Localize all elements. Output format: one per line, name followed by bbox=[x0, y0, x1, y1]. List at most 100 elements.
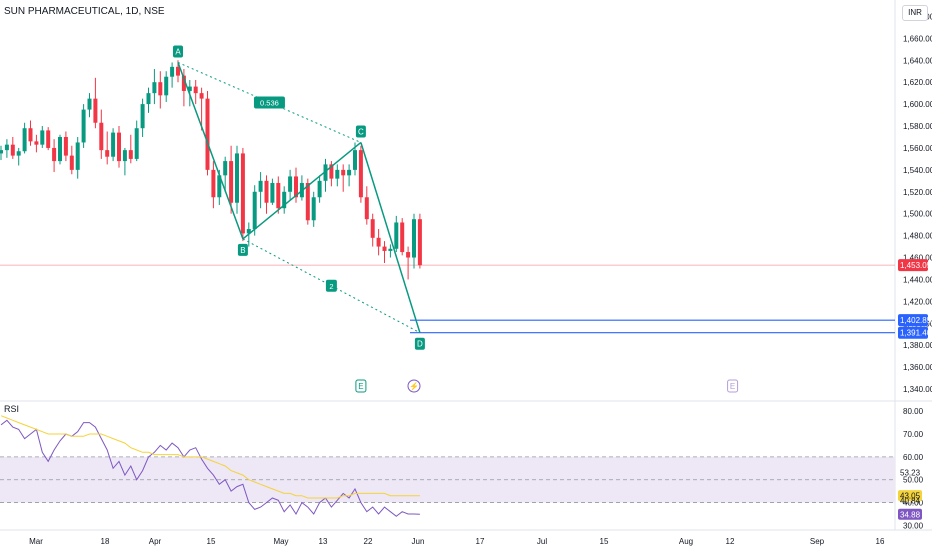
candle-body bbox=[93, 98, 98, 123]
candle-body bbox=[335, 169, 340, 179]
candle-body bbox=[382, 246, 387, 251]
rsi-tick-label: 80.00 bbox=[903, 407, 924, 416]
candle-body bbox=[140, 104, 145, 129]
time-tick-label: 15 bbox=[600, 537, 609, 546]
pattern-ratio-box bbox=[253, 96, 285, 109]
candle-body bbox=[311, 197, 316, 221]
candle-body bbox=[229, 161, 234, 203]
price-tick-label: 1,540.00 bbox=[903, 166, 932, 175]
candle-body bbox=[34, 141, 39, 145]
price-tick-label: 1,520.00 bbox=[903, 188, 932, 197]
price-tick-label: 1,420.00 bbox=[903, 297, 932, 306]
candle-body bbox=[158, 82, 163, 96]
pattern-point-box bbox=[237, 243, 248, 256]
candle-body bbox=[52, 147, 57, 162]
candle-body bbox=[217, 175, 222, 198]
event-marker-label: E bbox=[730, 382, 735, 391]
symbol-title: SUN PHARMACEUTICAL, 1D, NSE bbox=[4, 6, 165, 17]
rsi-tick-label: 40.00 bbox=[903, 499, 924, 508]
candle-body bbox=[364, 197, 369, 220]
rsi-tick-label: 30.00 bbox=[903, 521, 924, 530]
time-tick-label: 22 bbox=[364, 537, 373, 546]
candle-body bbox=[75, 142, 80, 170]
candle-body bbox=[294, 176, 298, 198]
price-tick-label: 1,620.00 bbox=[903, 78, 932, 87]
price-tick-label: 1,340.00 bbox=[903, 385, 932, 394]
price-label-box bbox=[898, 259, 928, 272]
candle-body bbox=[16, 151, 21, 156]
candle-body bbox=[0, 150, 3, 154]
pattern-point-label: D bbox=[417, 340, 423, 349]
candle-body bbox=[223, 161, 228, 176]
candle-body bbox=[63, 136, 68, 156]
price-tick-label: 1,380.00 bbox=[903, 341, 932, 350]
candle-body bbox=[323, 164, 328, 181]
candle-body bbox=[187, 86, 192, 91]
price-tick-label: 1,480.00 bbox=[903, 232, 932, 241]
candle-body bbox=[4, 144, 9, 151]
price-label: 1,402.85 bbox=[900, 316, 932, 325]
price-label-box bbox=[898, 314, 928, 327]
time-tick-label: 15 bbox=[207, 537, 216, 546]
candle-body bbox=[22, 128, 27, 152]
candle-body bbox=[276, 183, 281, 209]
time-tick-label: 13 bbox=[319, 537, 328, 546]
earnings-event-icon bbox=[355, 379, 367, 393]
rsi-value-box bbox=[898, 508, 922, 520]
price-tick-label: 1,660.00 bbox=[903, 34, 932, 43]
candle-body bbox=[181, 75, 186, 91]
currency-button[interactable]: INR bbox=[902, 5, 928, 21]
price-tick-label: 1,360.00 bbox=[903, 363, 932, 372]
earnings-event-icon bbox=[727, 379, 739, 393]
candle-body bbox=[117, 132, 121, 162]
time-tick-label: Sep bbox=[810, 537, 825, 546]
pattern-point-label: B bbox=[240, 246, 245, 255]
time-tick-label: May bbox=[273, 537, 288, 546]
pattern-leg bbox=[360, 142, 421, 333]
time-tick-label: Mar bbox=[29, 537, 43, 546]
pattern-ratio-box bbox=[325, 279, 337, 292]
candle-body bbox=[122, 150, 127, 162]
candle-body bbox=[329, 164, 334, 179]
candle-body bbox=[235, 153, 239, 203]
candle-body bbox=[46, 130, 51, 148]
candle-body bbox=[40, 130, 45, 145]
candle-body bbox=[252, 191, 257, 230]
time-tick-label: 12 bbox=[726, 537, 735, 546]
pattern-point-label: A bbox=[175, 47, 181, 56]
rsi-value-label: 40.84 bbox=[900, 497, 921, 506]
candle-body bbox=[205, 98, 210, 170]
price-tick-label: 1,460.00 bbox=[903, 254, 932, 263]
rsi-value-label: 43.05 bbox=[900, 492, 921, 501]
candle-body bbox=[28, 128, 33, 142]
time-tick-label: Jun bbox=[412, 537, 425, 546]
candle-body bbox=[376, 237, 381, 247]
candle-body bbox=[193, 86, 198, 94]
rsi-tick-label: 50.00 bbox=[903, 476, 924, 485]
price-tick-label: 1,500.00 bbox=[903, 210, 932, 219]
time-tick-label: Jul bbox=[537, 537, 547, 546]
candle-body bbox=[134, 128, 139, 159]
pattern-point-box bbox=[414, 337, 425, 350]
candle-body bbox=[388, 248, 393, 251]
candle-body bbox=[87, 98, 92, 110]
candle-body bbox=[282, 191, 287, 209]
pattern-leg bbox=[242, 141, 362, 240]
candle-body bbox=[370, 219, 375, 238]
pattern-point-label: C bbox=[358, 127, 364, 136]
pattern-ac-line bbox=[177, 62, 362, 143]
candle-body bbox=[305, 183, 310, 221]
candle-body bbox=[176, 66, 180, 76]
candle-body bbox=[105, 150, 110, 157]
price-tick-label: 1,600.00 bbox=[903, 100, 932, 109]
candle-body bbox=[152, 82, 157, 94]
candle-body bbox=[81, 109, 86, 143]
pattern-ratio-label: 0.536 bbox=[260, 98, 279, 107]
candle-body bbox=[211, 169, 216, 198]
candle-body bbox=[246, 229, 251, 234]
candle-body bbox=[412, 219, 416, 258]
candle-body bbox=[10, 144, 15, 156]
candle-body bbox=[99, 122, 104, 151]
rsi-ma-line bbox=[0, 415, 420, 499]
